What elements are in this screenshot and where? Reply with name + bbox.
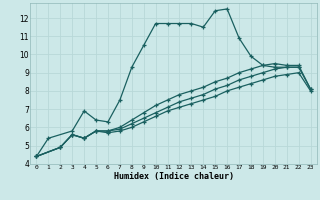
X-axis label: Humidex (Indice chaleur): Humidex (Indice chaleur) <box>114 172 234 181</box>
